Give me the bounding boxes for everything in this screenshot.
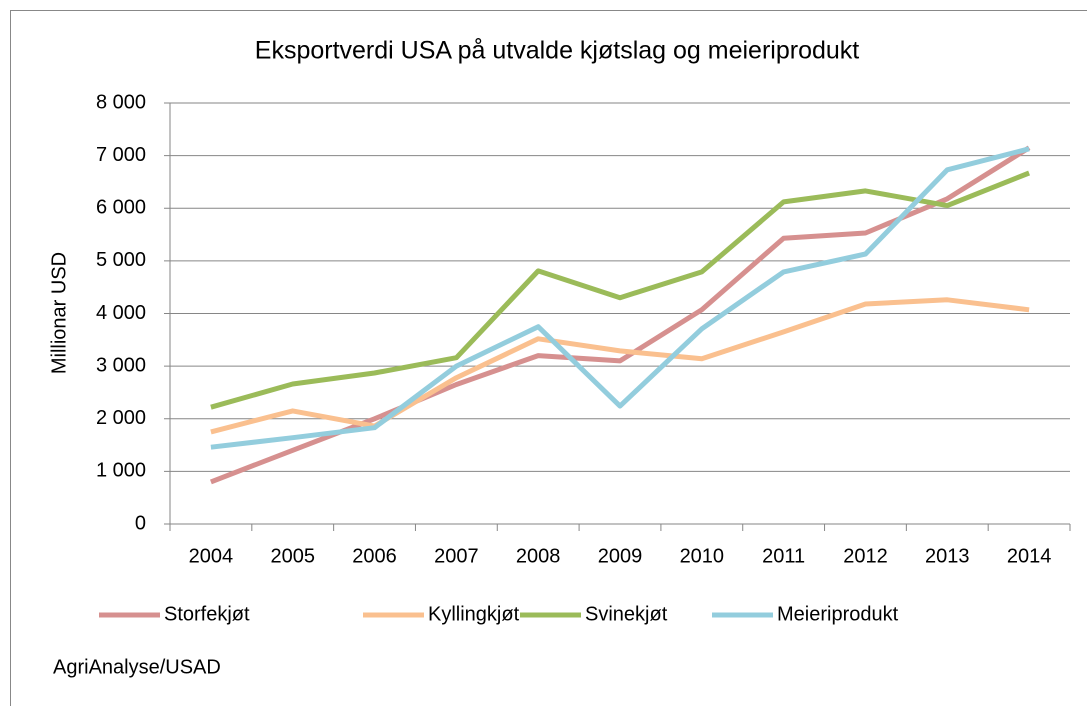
series-line <box>210 170 1031 410</box>
x-tick-label: 2013 <box>925 545 970 567</box>
series-line <box>210 146 1030 450</box>
x-tick-label: 2006 <box>352 545 397 567</box>
legend-label: Kyllingkjøt <box>428 603 520 625</box>
x-tick-label: 2011 <box>762 545 805 567</box>
y-axis-label: Millionar USD <box>48 252 70 374</box>
series-line <box>210 297 1030 435</box>
y-tick-label: 0 <box>135 512 146 534</box>
legend-label: Svinekjøt <box>585 603 668 625</box>
x-tick-label: 2007 <box>434 545 479 567</box>
y-tick-label: 1 000 <box>96 460 146 482</box>
x-tick-label: 2014 <box>1007 545 1052 567</box>
y-tick-label: 6 000 <box>96 197 146 219</box>
y-tick-label: 2 000 <box>96 407 146 429</box>
x-tick-label: 2012 <box>843 545 888 567</box>
legend-label: Meieriprodukt <box>777 603 899 625</box>
chart-title: Eksportverdi USA på utvalde kjøtslag og … <box>255 37 860 65</box>
x-tick-label: 2010 <box>680 545 725 567</box>
x-tick-label: 2005 <box>270 545 315 567</box>
x-tick-label: 2009 <box>598 545 643 567</box>
x-tick-label: 2008 <box>516 545 561 567</box>
y-tick-label: 8 000 <box>96 91 146 113</box>
y-tick-label: 3 000 <box>96 354 146 376</box>
source: AgriAnalyse/USAD <box>53 656 221 678</box>
y-tick-label: 4 000 <box>96 302 146 324</box>
y-tick-label: 5 000 <box>96 249 146 271</box>
legend-label: Storfekjøt <box>164 603 250 625</box>
x-tick-label: 2004 <box>189 545 234 567</box>
y-tick-label: 7 000 <box>96 144 146 166</box>
